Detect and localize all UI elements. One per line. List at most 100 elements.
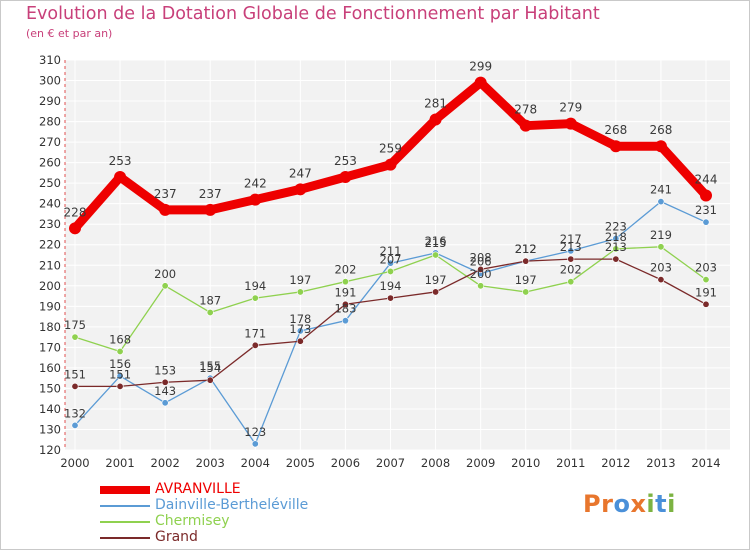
legend-swatch-grand [100, 537, 150, 539]
data-point [567, 247, 575, 255]
data-label: 208 [470, 250, 492, 264]
y-tick-label: 250 [39, 176, 61, 190]
y-tick-label: 240 [39, 197, 61, 211]
data-point [702, 218, 710, 226]
data-point [206, 376, 214, 384]
data-label: 253 [334, 154, 357, 168]
data-point [251, 341, 259, 349]
data-label: 151 [109, 367, 131, 381]
data-point [429, 113, 442, 126]
data-point [702, 276, 710, 284]
legend-label-grand: Grand [155, 529, 198, 545]
data-point [251, 294, 259, 302]
data-label: 216 [425, 234, 447, 248]
data-label: 194 [244, 279, 266, 293]
legend-item-chermisey: Chermisey [100, 513, 360, 530]
data-label: 194 [380, 279, 402, 293]
data-label: 268 [604, 123, 627, 137]
data-label: 241 [650, 183, 672, 197]
data-point [251, 440, 259, 448]
legend-label-avranville: AVRANVILLE [155, 481, 241, 497]
data-label: 219 [650, 228, 672, 242]
y-tick-label: 230 [39, 217, 61, 231]
proxiti-logo: Proxiti [583, 490, 676, 518]
x-tick-label: 2012 [601, 456, 630, 470]
data-point [341, 300, 349, 308]
data-label: 200 [470, 267, 492, 281]
data-point [161, 282, 169, 290]
data-point [386, 267, 394, 275]
x-tick-label: 2004 [241, 456, 270, 470]
data-point [71, 382, 79, 390]
data-label: 247 [289, 166, 312, 180]
data-point [71, 421, 79, 429]
data-label: 123 [244, 425, 266, 439]
data-label: 231 [695, 203, 717, 217]
data-label: 156 [109, 357, 131, 371]
x-tick-label: 2010 [511, 456, 540, 470]
data-label: 223 [605, 220, 627, 234]
data-point [474, 76, 487, 89]
legend-item-avranville: AVRANVILLE [100, 481, 360, 498]
data-label: 171 [244, 326, 266, 340]
data-label: 200 [154, 267, 176, 281]
data-label: 211 [380, 244, 402, 258]
data-label: 237 [199, 187, 222, 201]
data-label: 197 [515, 273, 537, 287]
legend-item-grand: Grand [100, 529, 360, 546]
logo-letter: i [646, 490, 656, 518]
data-label: 187 [199, 293, 221, 307]
y-tick-label: 130 [39, 422, 61, 436]
x-tick-label: 2007 [376, 456, 405, 470]
x-tick-label: 2005 [286, 456, 315, 470]
data-point [519, 119, 532, 132]
data-label: 203 [695, 261, 717, 275]
data-label: 217 [560, 232, 582, 246]
y-tick-label: 120 [39, 443, 61, 457]
data-point [567, 255, 575, 263]
data-point [294, 183, 307, 196]
data-label: 215 [425, 236, 447, 250]
y-tick-label: 290 [39, 94, 61, 108]
data-label: 173 [289, 322, 311, 336]
data-label: 153 [154, 363, 176, 377]
data-label: 191 [334, 285, 356, 299]
data-point [206, 308, 214, 316]
data-point [657, 243, 665, 251]
y-tick-label: 220 [39, 238, 61, 252]
data-label: 207 [380, 252, 402, 266]
data-point [71, 333, 79, 341]
data-label: 191 [695, 285, 717, 299]
y-tick-label: 170 [39, 340, 61, 354]
data-point [114, 171, 127, 183]
legend-label-dainville: Dainville-Bertheléville [155, 497, 309, 513]
x-tick-label: 2014 [691, 456, 720, 470]
y-tick-label: 300 [39, 74, 61, 88]
chart-subtitle: (en € et par an) [26, 27, 113, 40]
data-point [296, 337, 304, 345]
data-point [522, 288, 530, 296]
x-tick-label: 2006 [331, 456, 360, 470]
plot-area [65, 60, 730, 450]
data-point [477, 282, 485, 290]
data-label: 168 [109, 332, 131, 346]
y-tick-label: 200 [39, 279, 61, 293]
legend-item-dainville: Dainville-Bertheléville [100, 497, 360, 514]
data-point [657, 276, 665, 284]
legend-swatch-avranville [100, 486, 150, 494]
data-point [522, 257, 530, 265]
data-point [657, 198, 665, 206]
data-label: 213 [560, 240, 582, 254]
data-label: 132 [64, 406, 86, 420]
x-tick-label: 2013 [646, 456, 675, 470]
data-label: 253 [109, 154, 132, 168]
y-tick-label: 270 [39, 135, 61, 149]
data-point [69, 222, 81, 235]
data-point [654, 140, 667, 153]
data-point [161, 399, 169, 407]
data-point [249, 193, 262, 206]
data-label: 151 [64, 367, 86, 381]
y-tick-label: 160 [39, 361, 61, 375]
x-tick-label: 2009 [466, 456, 495, 470]
y-tick-label: 260 [39, 156, 61, 170]
